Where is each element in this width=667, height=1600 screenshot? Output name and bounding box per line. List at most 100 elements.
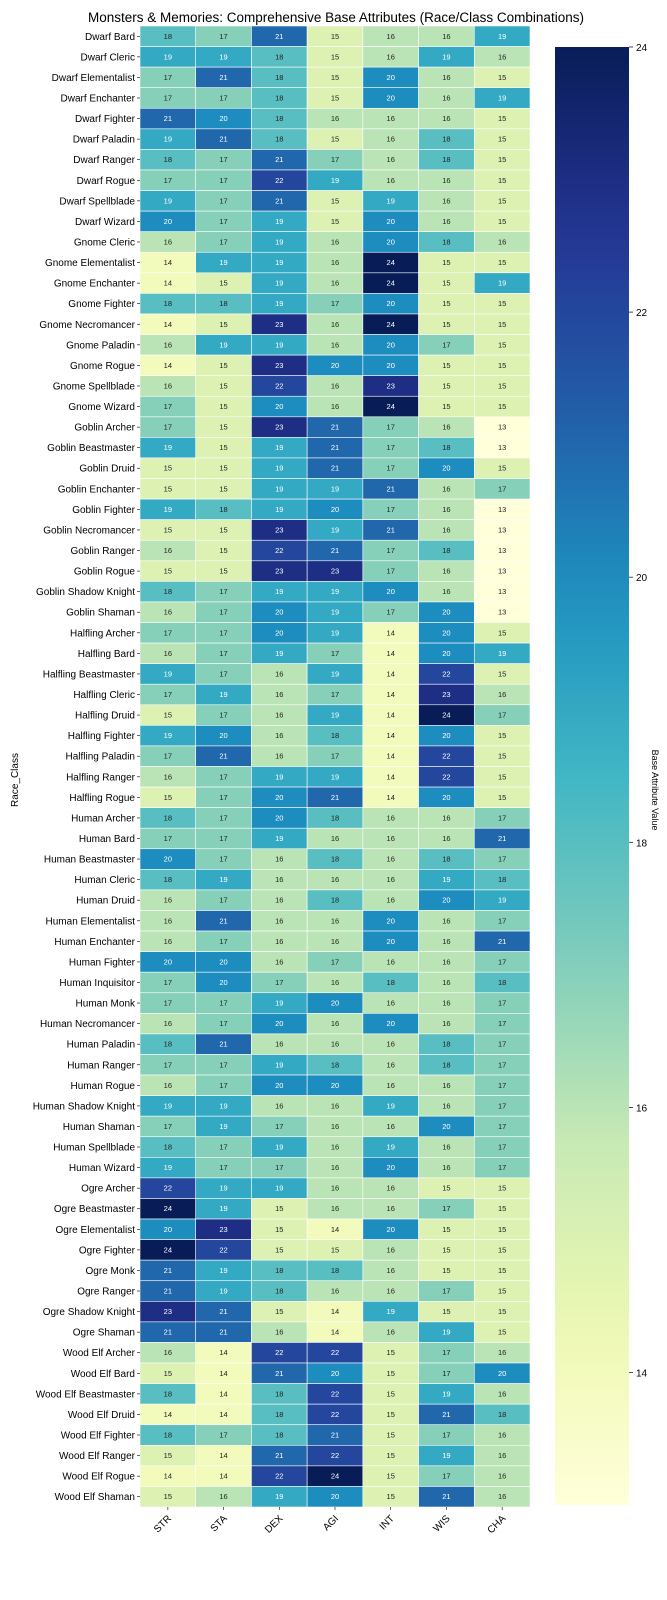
cell-value-label: 17 [498,999,506,1008]
cell-value-label: 16 [442,32,450,41]
cell-value-label: 21 [219,1328,227,1337]
colorbar-label: Base Attribute Value [650,750,660,831]
cell-value-label: 20 [442,649,450,658]
cell-value-label: 18 [275,73,283,82]
cell-value-label: 20 [387,93,395,102]
cell-value-label: 17 [164,1122,172,1131]
cell-value-label: 19 [275,299,283,308]
cell-value-label: 20 [387,1163,395,1172]
cell-value-label: 14 [387,711,395,720]
cell-value-label: 17 [219,896,227,905]
cell-value-label: 19 [331,628,339,637]
cell-value-label: 17 [442,1369,450,1378]
cell-value-label: 19 [275,443,283,452]
cell-value-label: 16 [331,1019,339,1028]
cell-value-label: 21 [331,423,339,432]
cell-value-label: 17 [219,834,227,843]
row-label: Halfling Fighter [68,731,136,742]
cell-value-label: 19 [275,279,283,288]
cell-value-label: 17 [164,690,172,699]
cell-value-label: 17 [498,1019,506,1028]
cell-value-label: 21 [164,114,172,123]
row-label: Halfling Beastmaster [43,669,136,680]
cell-value-label: 14 [219,1389,227,1398]
cell-value-label: 16 [442,114,450,123]
cell-value-label: 17 [164,628,172,637]
cell-value-label: 17 [387,505,395,514]
cell-value-label: 15 [442,1307,450,1316]
cell-value-label: 15 [498,1287,506,1296]
colorbar-tick-label: 24 [636,43,648,54]
cell-value-label: 19 [498,649,506,658]
cell-value-label: 16 [331,320,339,329]
cell-value-label: 23 [275,361,283,370]
cell-value-label: 19 [331,772,339,781]
cell-value-label: 22 [275,1348,283,1357]
cell-value-label: 20 [442,1122,450,1131]
row-label: Halfling Ranger [66,772,136,783]
cell-value-label: 19 [164,505,172,514]
cell-value-label: 15 [331,196,339,205]
cell-value-label: 17 [219,32,227,41]
cell-value-label: 13 [498,443,506,452]
cell-value-label: 13 [498,525,506,534]
cell-value-label: 20 [387,299,395,308]
row-label: Ogre Archer [81,1184,136,1195]
cell-value-label: 18 [275,1410,283,1419]
cell-value-label: 16 [498,237,506,246]
cell-value-label: 14 [164,1472,172,1481]
cell-value-label: 19 [275,1143,283,1152]
cell-value-label: 16 [442,93,450,102]
cell-value-label: 13 [498,608,506,617]
cell-value-label: 15 [164,1492,172,1501]
cell-value-label: 19 [164,1101,172,1110]
row-label: Gnome Wizard [68,402,135,413]
cell-value-label: 19 [219,1101,227,1110]
row-label: Wood Elf Ranger [59,1451,136,1462]
cell-value-label: 15 [219,567,227,576]
cell-value-label: 16 [387,52,395,61]
cell-value-label: 20 [387,237,395,246]
cell-value-label: 16 [275,937,283,946]
cell-value-label: 22 [275,176,283,185]
cell-value-label: 14 [219,1348,227,1357]
cell-value-label: 20 [275,1081,283,1090]
cell-value-label: 17 [442,1431,450,1440]
y-axis-label: Race_Class [10,753,21,807]
cell-value-label: 16 [275,1101,283,1110]
cell-value-label: 15 [387,1492,395,1501]
cell-value-label: 17 [219,176,227,185]
cell-value-label: 16 [387,1060,395,1069]
cell-value-label: 16 [331,1122,339,1131]
cell-value-label: 15 [498,320,506,329]
cell-value-label: 15 [219,361,227,370]
cell-value-label: 15 [442,320,450,329]
cell-value-label: 19 [275,587,283,596]
cell-value-label: 18 [442,546,450,555]
cell-value-label: 16 [442,813,450,822]
cell-value-label: 17 [219,1431,227,1440]
cell-value-label: 15 [498,381,506,390]
row-label: Gnome Spellblade [53,381,136,392]
cell-value-label: 15 [498,752,506,761]
cell-value-label: 22 [275,546,283,555]
colorbar-gradient [555,47,629,1505]
cell-value-label: 13 [498,546,506,555]
cell-value-label: 23 [275,320,283,329]
cell-value-label: 16 [442,834,450,843]
cell-value-label: 21 [387,484,395,493]
cell-value-label: 19 [164,1163,172,1172]
cell-value-label: 14 [387,669,395,678]
cell-value-label: 17 [219,813,227,822]
cell-value-label: 17 [331,155,339,164]
cell-value-label: 15 [498,402,506,411]
cell-value-label: 13 [498,505,506,514]
cell-value-label: 19 [219,1122,227,1131]
cell-value-label: 16 [442,1163,450,1172]
cell-value-label: 15 [331,52,339,61]
cell-value-label: 23 [387,381,395,390]
cell-value-label: 16 [164,916,172,925]
cell-value-label: 16 [164,546,172,555]
cell-value-label: 16 [442,1081,450,1090]
row-label: Halfling Rogue [69,793,135,804]
